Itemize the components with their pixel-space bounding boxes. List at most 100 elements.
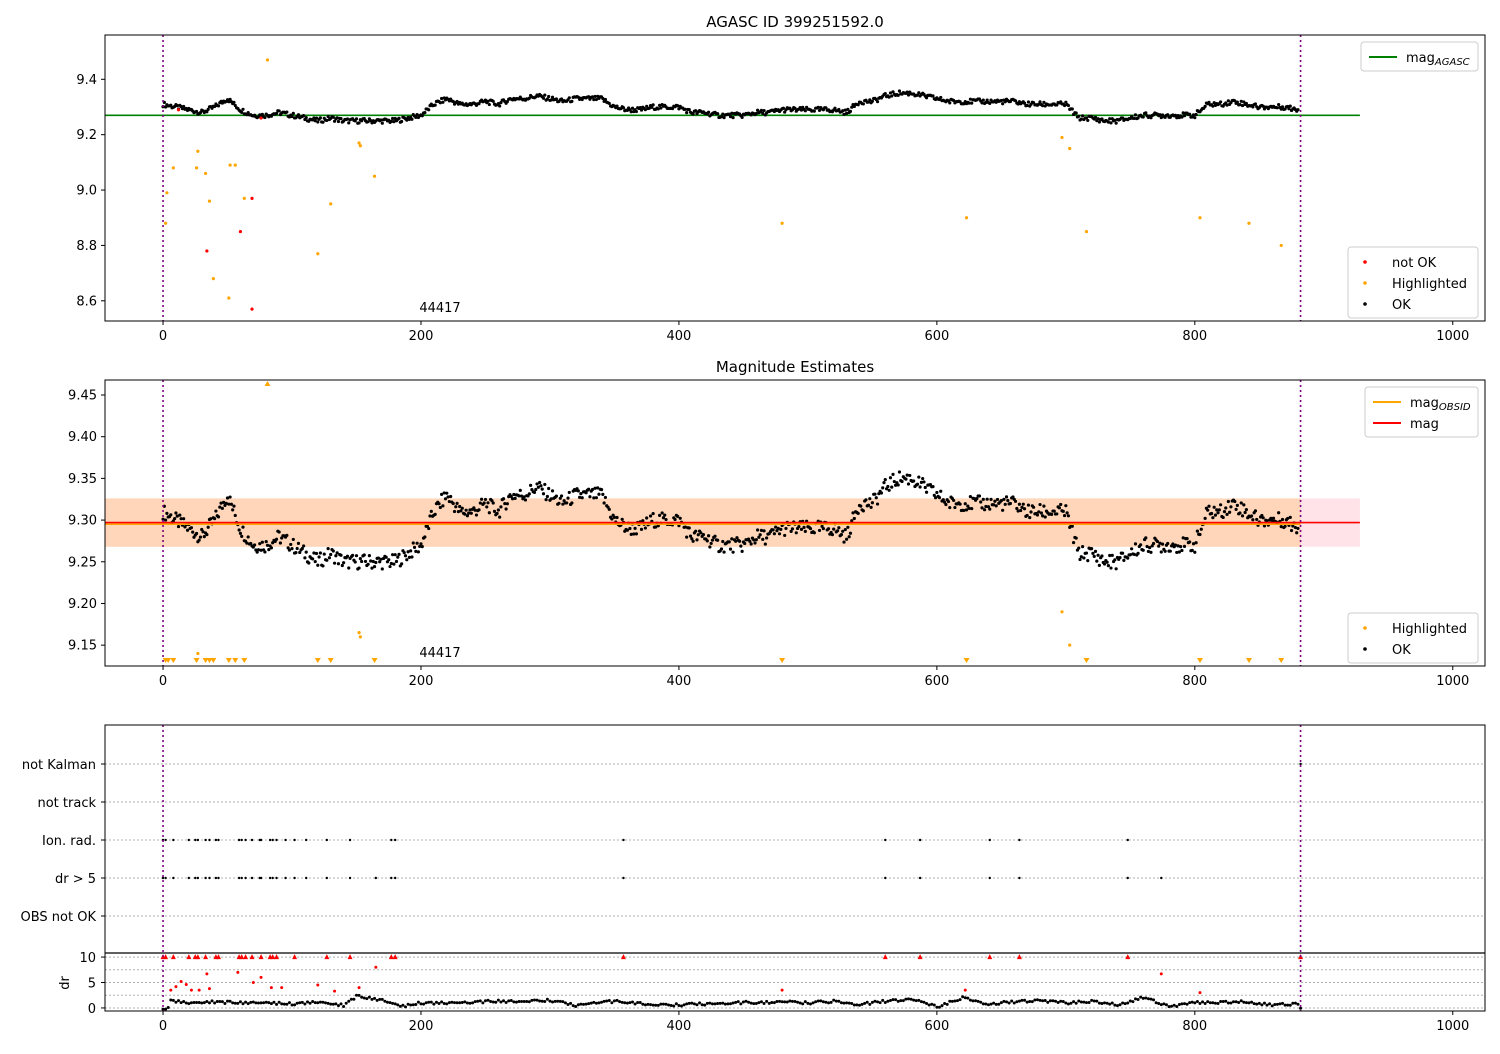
ok-point: [848, 109, 853, 113]
ok-point: [411, 541, 415, 545]
dr-point: [169, 998, 173, 1002]
ok-point: [673, 517, 677, 522]
x-tick-label: 800: [1182, 329, 1207, 344]
dr-point: [282, 1002, 286, 1006]
highlighted-point: [203, 171, 208, 176]
flag-point: [348, 838, 352, 842]
ok-point: [451, 501, 455, 506]
ok-point: [318, 116, 322, 120]
ok-point: [345, 554, 350, 558]
ok-point: [1160, 542, 1165, 546]
dr-point: [1100, 1002, 1104, 1006]
ok-point: [690, 537, 694, 541]
ok-point: [587, 487, 591, 491]
ok-point: [812, 531, 816, 535]
dr-point: [976, 999, 980, 1003]
ok-point: [240, 534, 244, 538]
y-tick-label: 9.45: [68, 389, 97, 404]
dr-point: [455, 1001, 459, 1005]
ok-point: [185, 528, 190, 532]
ok-point: [749, 542, 753, 546]
dr-clipped-marker: [258, 954, 264, 960]
ok-point: [1287, 107, 1291, 111]
dr-point: [318, 1000, 322, 1004]
ok-point: [688, 534, 693, 538]
ok-point: [1253, 102, 1258, 106]
dr-point: [974, 999, 978, 1003]
below-range-marker: [779, 658, 786, 663]
dr-point: [468, 1001, 472, 1005]
dr-point: [499, 1000, 503, 1004]
dr-point: [1082, 1000, 1086, 1004]
dr-point: [793, 999, 797, 1003]
ok-point: [734, 539, 738, 543]
dr-point: [378, 997, 382, 1001]
below-range-marker: [1083, 658, 1090, 663]
highlighted-point: [780, 221, 784, 225]
dr-point: [739, 1002, 743, 1006]
ok-point: [307, 561, 311, 565]
ok-point: [1279, 525, 1283, 529]
dr-red-point: [963, 988, 967, 992]
ok-point: [414, 115, 418, 119]
axes-frame: [104, 379, 1486, 667]
ok-point: [443, 497, 448, 501]
ok-point: [832, 527, 836, 531]
ok-point: [314, 551, 319, 556]
ok-point: [202, 535, 206, 539]
ok-point: [1194, 112, 1198, 117]
legend-marker: [1363, 626, 1367, 630]
dr-point: [545, 997, 549, 1001]
dr-point: [1028, 1000, 1032, 1004]
ok-point: [797, 525, 801, 529]
dr-point: [161, 1007, 165, 1011]
ok-point: [1242, 503, 1246, 507]
dr-point: [979, 1000, 983, 1004]
dr-point: [726, 1002, 730, 1006]
ok-point: [1240, 103, 1245, 108]
ok-point: [1194, 541, 1198, 545]
dr-point: [223, 1001, 227, 1005]
legend-label: Highlighted: [1392, 277, 1467, 292]
ok-point: [233, 513, 237, 518]
dr-point: [819, 999, 823, 1003]
ok-point: [1029, 510, 1033, 514]
ok-point: [638, 105, 642, 110]
y-tick-label: 9.25: [68, 555, 97, 570]
ok-point: [505, 99, 509, 104]
ok-point: [615, 515, 619, 520]
ok-point: [1001, 102, 1005, 106]
ok-point: [1176, 544, 1180, 548]
ok-point: [1182, 544, 1187, 548]
ok-point: [1288, 515, 1292, 519]
ok-point: [194, 531, 199, 536]
ok-point: [260, 112, 264, 116]
ok-point: [228, 97, 232, 101]
dr-point: [1190, 1000, 1194, 1004]
ok-point: [891, 90, 895, 94]
ok-point: [1226, 99, 1230, 103]
ok-point: [285, 533, 289, 537]
dr-point: [1180, 1002, 1184, 1006]
ok-point: [1213, 513, 1218, 517]
dr-point: [986, 1003, 990, 1007]
ok-point: [1179, 545, 1183, 549]
ok-point: [164, 518, 168, 522]
dr-point: [692, 1002, 696, 1006]
ok-point: [896, 93, 900, 97]
dr-point: [1025, 1000, 1029, 1004]
dr-point: [992, 1001, 996, 1005]
ok-point: [794, 531, 798, 535]
dr-red-point: [197, 988, 201, 992]
ok-point: [861, 509, 865, 513]
ok-point: [676, 104, 680, 108]
below-range-marker: [1196, 658, 1203, 663]
ok-point: [388, 564, 392, 569]
ok-point: [372, 565, 377, 569]
ok-point: [1171, 542, 1175, 546]
dr-point: [1242, 1000, 1246, 1004]
ok-point: [657, 103, 662, 108]
dr-point: [471, 1001, 475, 1005]
ok-point: [1228, 510, 1232, 514]
ok-point: [1013, 99, 1018, 103]
